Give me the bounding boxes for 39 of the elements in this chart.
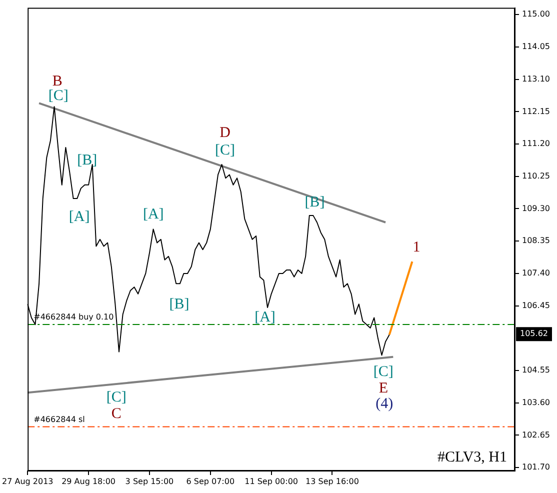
x-tick-label: 11 Sep 00:00 <box>244 476 298 486</box>
y-tick-label: 111.20 <box>522 139 550 148</box>
annotation: [A] <box>142 206 164 222</box>
annotation: [A] <box>68 209 90 226</box>
y-tick-label: 102.65 <box>522 430 550 440</box>
annotation: (4) <box>376 396 394 412</box>
annotation: [C] <box>215 142 236 158</box>
y-tick-label: 112.15 <box>522 106 550 116</box>
annotation: D <box>220 124 231 141</box>
y-tick-label: 109.30 <box>522 204 550 213</box>
annotation: [A] <box>254 310 276 326</box>
y-tick-label: 103.60 <box>522 398 550 407</box>
y-tick-label: 107.40 <box>522 268 550 278</box>
y-tick-label: 101.70 <box>522 462 550 472</box>
y-tick-label: 114.05 <box>522 42 550 52</box>
y-tick-label: 115.00 <box>522 10 550 19</box>
annotation: [B] <box>169 296 190 313</box>
annotation: [B] <box>77 152 98 169</box>
y-tick-label: 108.35 <box>522 236 550 246</box>
y-tick-label: 110.25 <box>522 171 550 180</box>
annotation: [C] <box>48 88 68 104</box>
ref-line-label: #4662844 sl <box>34 414 85 424</box>
x-tick-label: 6 Sep 07:00 <box>186 476 235 486</box>
annotation: E <box>378 380 388 396</box>
annotation: B <box>52 73 62 90</box>
annotation: [B] <box>304 194 325 210</box>
x-tick-label: 27 Aug 2013 <box>2 476 54 486</box>
y-tick-label: 106.45 <box>522 300 550 310</box>
annotation: [C] <box>106 389 126 406</box>
y-tick-label: 104.55 <box>522 366 550 375</box>
x-tick-label: 29 Aug 18:00 <box>62 476 116 486</box>
annotation: 1 <box>412 239 420 256</box>
y-tick-label: 113.10 <box>522 74 550 84</box>
annotation: [C] <box>373 364 394 380</box>
annotation: C <box>111 406 122 422</box>
x-tick-label: 13 Sep 16:00 <box>306 476 359 486</box>
annotation: #CLV3, H1 <box>438 449 507 466</box>
annotation: 105.62 <box>520 329 548 338</box>
x-tick-label: 3 Sep 15:00 <box>125 476 174 486</box>
